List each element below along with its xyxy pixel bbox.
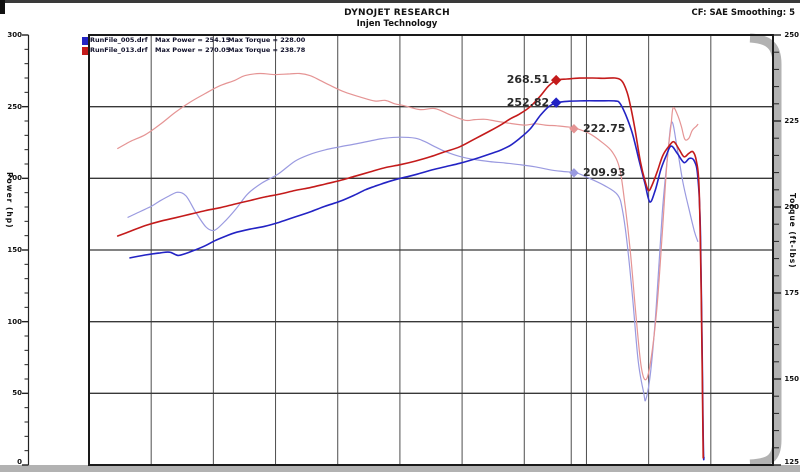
legend-maxtorque-run2: Max Torque = 238.78 [228,46,306,54]
legend-maxpower-run2: Max Power = 270.05 [155,46,231,54]
plot-border [88,34,774,466]
curve-runfile-005-drf-torque [127,121,699,402]
left-axis-tick-label: 100 [7,317,22,326]
cursor-diamond-icon[interactable] [550,74,562,86]
left-axis-tick-label: 250 [7,102,22,111]
cursor-value-torque-run2: 222.75 [582,121,626,135]
legend-file-run2: RunFile_013.drf [90,46,148,54]
right-axis-tick-label: 150 [784,375,799,383]
right-axis-tick-label: 175 [784,289,799,297]
right-axis-tick-label: 225 [784,117,799,125]
cursor-diamond-icon[interactable] [569,124,579,134]
legend-swatch-run1-icon [82,37,88,45]
left-axis-tick-label: 150 [7,246,22,254]
cursor-value-power-run1: 252.82 [506,95,550,109]
chart-title: DYNOJET RESEARCH [344,8,450,18]
curve-runfile-013-drf-torque [117,72,699,381]
right-axis-tick-label: 250 [784,31,799,39]
panel-frame-right [749,33,782,469]
left-axis-tick-label: 0 [17,458,22,466]
left-axis-tick-label: 200 [7,174,22,183]
legend-swatch-run2-icon [82,47,88,55]
legend-maxpower-run1: Max Power = 254.15 [155,36,231,44]
left-axis-tick-label: 50 [12,389,22,398]
curve-runfile-013-drf-power [116,77,704,459]
left-axis-tick-label: 300 [7,31,22,39]
legend-row-run2: RunFile_013.drf Max Power = 270.05 Max T… [82,46,342,56]
legend-maxtorque-run1: Max Torque = 228.00 [228,36,306,44]
window-corner-tab [0,0,5,14]
curve-runfile-005-drf-power [129,99,705,461]
cursor-value-power-run2: 268.51 [506,73,550,87]
legend-file-run1: RunFile_005.drf [90,36,148,44]
window-top-border [0,0,800,3]
panel-frame-bottom [0,465,800,472]
legend-row-run1: RunFile_005.drf Max Power = 254.15 Max T… [82,36,342,46]
right-axis-tick-label: 125 [784,458,799,466]
chart-subtitle: Injen Technology [356,19,438,29]
cursor-diamond-icon[interactable] [569,168,579,178]
right-axis-tick-label: 200 [784,203,799,211]
cursor-diamond-icon[interactable] [550,97,562,108]
cursor-value-torque-run1: 209.93 [582,165,626,179]
correction-smoothing-info: CF: SAE Smoothing: 5 [691,8,796,18]
